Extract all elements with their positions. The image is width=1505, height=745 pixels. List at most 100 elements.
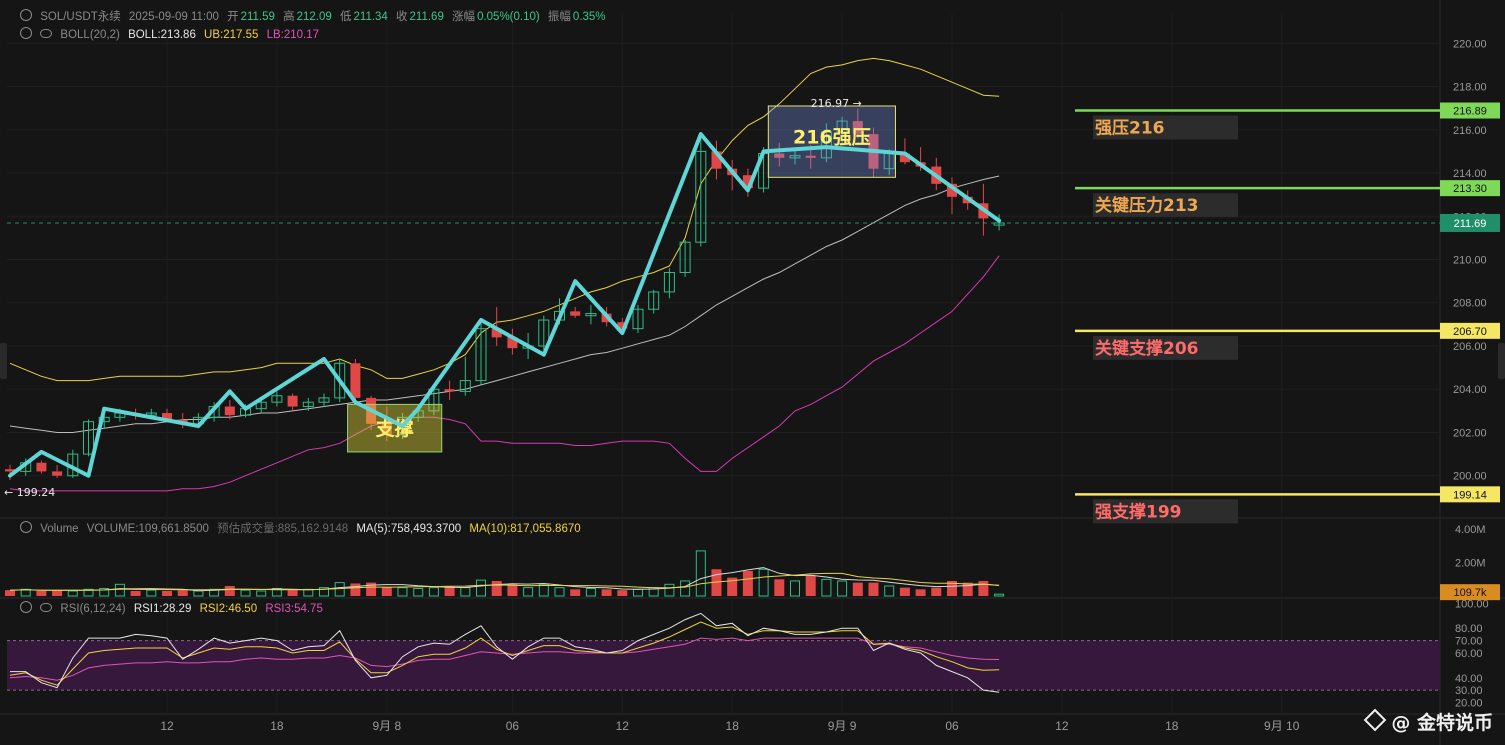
candle-body bbox=[5, 469, 15, 472]
high-label: 高 bbox=[283, 11, 295, 23]
symbol-label: SOL/USDT永续 bbox=[40, 11, 121, 23]
symbol-icon bbox=[20, 9, 32, 21]
time-tick-label: 18 bbox=[270, 719, 284, 733]
volume-current-tag bbox=[1440, 584, 1500, 601]
volume-bar bbox=[177, 590, 188, 596]
low-price-marker: ← 199.24 bbox=[4, 486, 55, 499]
volume-bar bbox=[366, 582, 377, 596]
close-label: 收 bbox=[396, 11, 408, 23]
key-level-label-bg bbox=[1093, 115, 1238, 140]
left-panel-handle[interactable] bbox=[0, 343, 7, 379]
candle-body bbox=[617, 322, 628, 329]
candle-body bbox=[507, 337, 518, 349]
trend-zigzag-line bbox=[8, 132, 1002, 478]
volume-bar bbox=[444, 585, 455, 596]
high-price-marker: 216.97 → bbox=[811, 97, 862, 110]
candle-body bbox=[334, 362, 346, 399]
candle-body bbox=[145, 412, 157, 416]
volume-settings-icon[interactable] bbox=[20, 521, 32, 533]
time-tick-label: 12 bbox=[616, 719, 630, 733]
rsi-settings-icon[interactable] bbox=[20, 601, 32, 613]
volume-bar bbox=[821, 578, 832, 597]
open-label: 开 bbox=[227, 11, 239, 23]
rsi-tick-label: 70.00 bbox=[1455, 636, 1483, 648]
volume-bar bbox=[570, 589, 581, 596]
volume-bar bbox=[727, 577, 738, 596]
amplitude-value: 0.35% bbox=[572, 11, 606, 23]
open-value: 211.59 bbox=[240, 11, 275, 23]
rsi1-line bbox=[10, 612, 1000, 693]
volume-bar bbox=[695, 550, 706, 597]
candle-datetime: 2025-09-09 11:00 bbox=[128, 11, 219, 23]
volume-bar bbox=[523, 587, 534, 597]
candle-body bbox=[350, 363, 361, 398]
price-tick-label: 214.00 bbox=[1453, 168, 1487, 180]
close-value: 211.69 bbox=[409, 11, 444, 23]
price-tick-label: 202.00 bbox=[1453, 427, 1487, 439]
candle-body bbox=[632, 308, 644, 330]
rsi-eye-icon[interactable] bbox=[40, 603, 53, 612]
current-price-tag-text: 211.69 bbox=[1454, 218, 1487, 230]
current-price-tag bbox=[1440, 213, 1500, 232]
candle-body bbox=[789, 155, 801, 159]
resistance-zone-label: 216强压 bbox=[793, 127, 871, 149]
candle-body bbox=[302, 401, 314, 408]
volume-tick-label: 4.00M bbox=[1455, 524, 1486, 536]
price-tick-label: 220.00 bbox=[1453, 38, 1487, 50]
candle-body bbox=[318, 397, 330, 403]
right-panel-handle[interactable] bbox=[1498, 343, 1505, 379]
volume-value: VOLUME:109,661.8500 bbox=[86, 523, 209, 535]
watermark-text: @ 金特说币 bbox=[1391, 712, 1493, 734]
volume-bar bbox=[680, 580, 691, 597]
rsi-label: RSI(6,12,24) bbox=[60, 603, 126, 615]
diamond-logo-icon bbox=[1364, 708, 1387, 732]
boll-label: BOLL(20,2) bbox=[60, 29, 120, 41]
candle-body bbox=[162, 413, 172, 420]
watermark: @ 金特说币 bbox=[1364, 708, 1493, 735]
volume-bar bbox=[805, 575, 816, 596]
candle-body bbox=[805, 155, 816, 158]
candle-body bbox=[852, 121, 863, 135]
price-level-tag-text: 206.70 bbox=[1453, 326, 1487, 338]
volume-bar bbox=[146, 589, 157, 597]
volume-bar bbox=[538, 583, 549, 597]
visibility-eye-icon[interactable] bbox=[40, 29, 53, 38]
rsi3-value: RSI3:54.75 bbox=[265, 603, 323, 615]
volume-bar bbox=[978, 580, 989, 596]
candle-body bbox=[774, 153, 785, 158]
volume-bar bbox=[664, 583, 675, 597]
volume-bar bbox=[774, 579, 785, 596]
candle-body bbox=[381, 423, 392, 435]
candle-body bbox=[36, 462, 47, 472]
boll-upper-line bbox=[9, 57, 1000, 382]
boll-ub-value: UB:217.55 bbox=[204, 29, 259, 41]
volume-bar bbox=[36, 590, 47, 596]
volume-bar bbox=[476, 579, 486, 597]
candle-body bbox=[491, 328, 502, 338]
price-tick-label: 210.00 bbox=[1453, 255, 1487, 267]
low-value: 211.34 bbox=[353, 11, 388, 23]
volume-bar bbox=[256, 590, 267, 597]
price-tick-label: 218.00 bbox=[1453, 82, 1487, 94]
volume-bar bbox=[994, 593, 1005, 597]
volume-bar bbox=[868, 582, 879, 596]
candle-body bbox=[899, 153, 910, 163]
volume-bar bbox=[947, 580, 957, 596]
candle-body bbox=[695, 150, 707, 243]
time-tick-label: 18 bbox=[726, 719, 740, 733]
volume-bar bbox=[428, 587, 439, 597]
volume-bar bbox=[962, 582, 973, 596]
volume-label: Volume bbox=[40, 523, 79, 535]
candle-body bbox=[663, 271, 675, 293]
key-level-label: 关键支撑206 bbox=[1095, 338, 1199, 359]
indicator-settings-icon[interactable] bbox=[20, 27, 32, 39]
volume-bar bbox=[915, 589, 926, 596]
volume-bar bbox=[931, 587, 942, 596]
volume-bar bbox=[617, 590, 628, 596]
volume-bar bbox=[491, 580, 502, 596]
volume-bar bbox=[99, 587, 110, 597]
price-tick-label: 216.00 bbox=[1453, 125, 1487, 137]
key-level-label-bg bbox=[1093, 193, 1238, 218]
